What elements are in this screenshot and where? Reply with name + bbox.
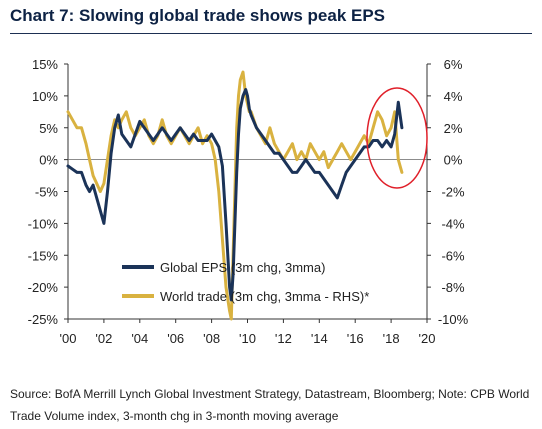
- left-y-tick-label: -10%: [28, 216, 59, 231]
- series-line-global-eps: [66, 88, 404, 302]
- left-y-tick-label: 10%: [32, 89, 58, 104]
- x-tick-label: '08: [203, 331, 220, 346]
- x-tick-label: '14: [311, 331, 328, 346]
- right-y-tick-label: 2%: [444, 121, 463, 136]
- left-y-tick-label: -15%: [28, 248, 59, 263]
- x-tick-label: '04: [131, 331, 148, 346]
- left-y-tick-label: -20%: [28, 280, 59, 295]
- x-tick-label: '18: [383, 331, 400, 346]
- right-y-tick-label: 6%: [444, 57, 463, 72]
- right-y-tick-label: -4%: [441, 216, 465, 231]
- right-y-tick-label: -8%: [441, 280, 465, 295]
- right-y-tick-label: -6%: [441, 248, 465, 263]
- x-tick-label: '10: [239, 331, 256, 346]
- title-divider: [10, 33, 532, 34]
- x-tick-label: '06: [167, 331, 184, 346]
- x-tick-label: '16: [347, 331, 364, 346]
- right-y-tick-label: -2%: [441, 185, 465, 200]
- right-y-tick-label: 4%: [444, 89, 463, 104]
- left-y-tick-label: -5%: [35, 185, 59, 200]
- x-tick-label: '02: [95, 331, 112, 346]
- left-y-tick-label: -25%: [28, 312, 59, 327]
- legend-label: Global EPS (3m chg, 3mma): [160, 260, 325, 275]
- x-tick-label: '20: [419, 331, 436, 346]
- right-y-tick-label: -10%: [438, 312, 469, 327]
- right-y-tick-label: 0%: [444, 153, 463, 168]
- source-note: Source: BofA Merrill Lynch Global Invest…: [10, 387, 530, 423]
- highlight-ellipse: [366, 87, 428, 189]
- left-y-tick-label: 5%: [39, 121, 58, 136]
- x-tick-label: '12: [275, 331, 292, 346]
- left-y-tick-label: 0%: [39, 153, 58, 168]
- x-tick-label: '00: [60, 331, 77, 346]
- legend-label: World trade (3m chg, 3mma - RHS)*: [160, 289, 369, 304]
- page-title: Chart 7: Slowing global trade shows peak…: [10, 6, 386, 25]
- left-y-tick-label: 15%: [32, 57, 58, 72]
